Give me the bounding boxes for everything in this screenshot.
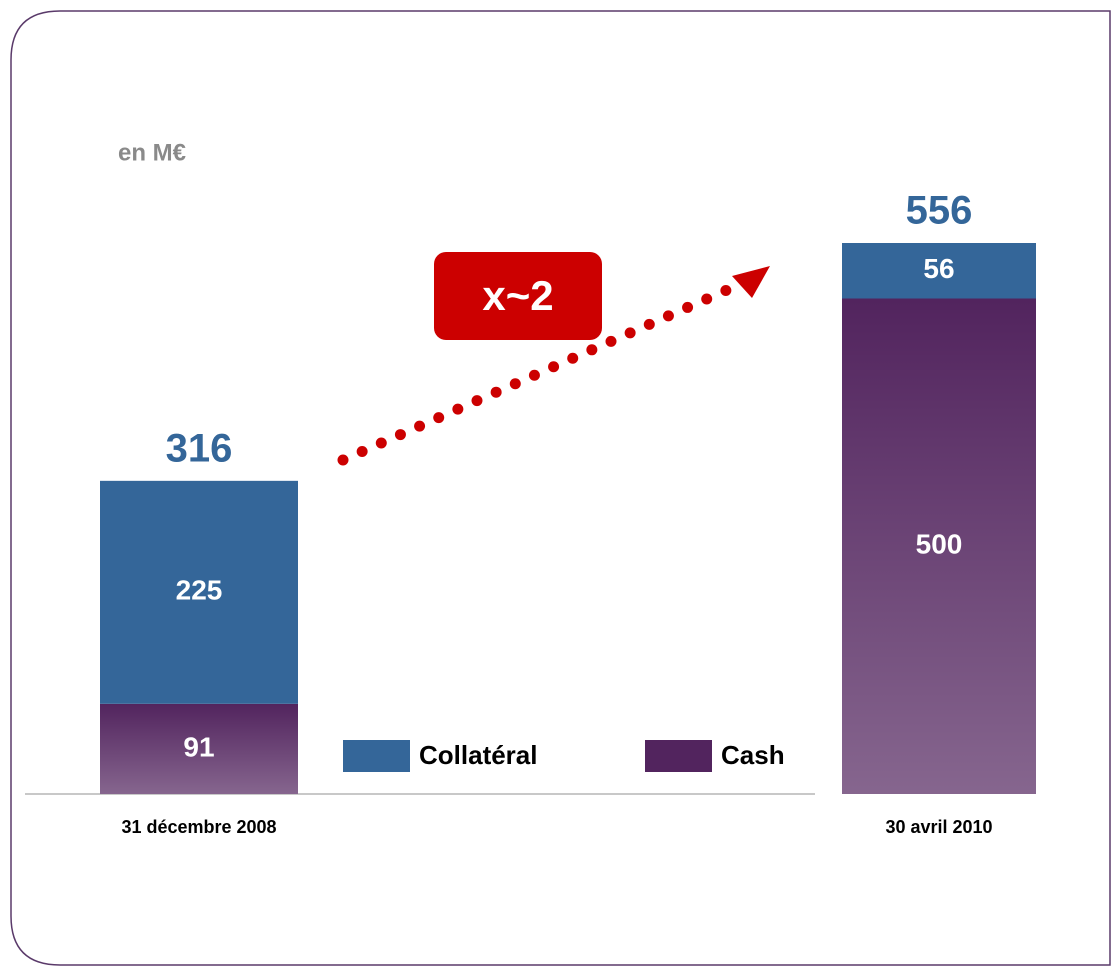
arrow-dot (567, 352, 579, 364)
arrow-dot (548, 361, 560, 373)
total-label: 316 (166, 426, 233, 470)
value-label: 225 (176, 575, 223, 606)
value-label: 91 (183, 731, 214, 762)
arrow-dot (452, 403, 464, 415)
arrow-dot (375, 437, 387, 449)
value-label: 500 (916, 529, 963, 560)
bar-shade (842, 298, 1036, 794)
arrow-dot (509, 378, 521, 390)
arrow-dot (605, 335, 617, 347)
legend-swatch (645, 740, 712, 772)
value-label: 56 (923, 253, 954, 284)
annotation: x~2 (482, 272, 553, 319)
x-tick-label: 31 décembre 2008 (121, 817, 276, 837)
trend-arrow (337, 266, 770, 466)
arrow-dot (337, 454, 349, 466)
arrow-dot (433, 412, 445, 424)
arrow-dot (471, 395, 483, 407)
arrow-dot (490, 386, 502, 398)
total-label: 556 (906, 189, 973, 233)
arrow-dot (720, 284, 732, 296)
bar-segment (842, 243, 1036, 299)
arrow-head (732, 266, 770, 298)
arrow-dot (586, 344, 598, 356)
arrow-dot (414, 420, 426, 432)
annotation-box (434, 252, 602, 340)
legend-swatch (343, 740, 410, 772)
arrow-dot (643, 318, 655, 330)
x-tick-label: 30 avril 2010 (885, 817, 992, 837)
unit-label: en M€ (118, 139, 186, 166)
bar-shade (100, 703, 298, 794)
arrow-dot (624, 327, 636, 339)
arrow-dot (528, 369, 540, 381)
legend-label: Cash (721, 740, 785, 770)
arrow-dot (701, 293, 713, 305)
arrow-dot (394, 429, 406, 441)
arrow-dot (662, 310, 674, 322)
legend-label: Collatéral (419, 740, 538, 770)
bar-segment (100, 480, 298, 704)
arrow-dot (356, 446, 368, 458)
frame (10, 10, 1111, 966)
arrow-dot (682, 301, 694, 313)
